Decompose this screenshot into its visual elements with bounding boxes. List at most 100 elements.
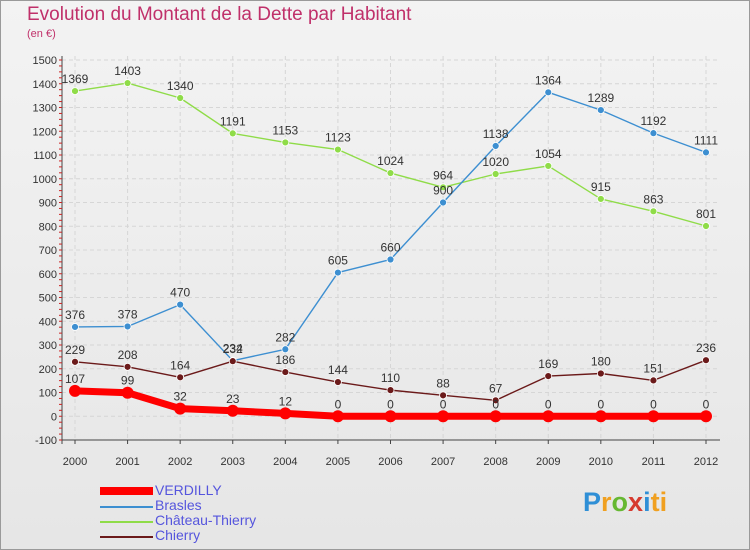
data-point-ch-teau-thierry bbox=[702, 222, 710, 230]
data-label-verdilly: 107 bbox=[65, 372, 85, 386]
data-point-verdilly bbox=[121, 386, 134, 399]
data-label-verdilly: 0 bbox=[492, 397, 499, 411]
data-label-chierry: 169 bbox=[538, 357, 558, 371]
data-label-verdilly: 0 bbox=[650, 397, 657, 411]
x-tick-label: 2007 bbox=[431, 456, 455, 468]
y-tick-label: 0 bbox=[51, 411, 57, 423]
data-point-brasles bbox=[71, 323, 79, 331]
data-label-ch-teau-thierry: 801 bbox=[696, 207, 716, 221]
data-label-ch-teau-thierry: 1020 bbox=[482, 155, 509, 169]
data-label-chierry: 186 bbox=[275, 353, 295, 367]
data-label-chierry: 110 bbox=[381, 371, 400, 385]
data-point-ch-teau-thierry bbox=[228, 129, 237, 138]
data-point-verdilly bbox=[174, 402, 187, 415]
data-label-verdilly: 12 bbox=[279, 394, 293, 408]
data-point-ch-teau-thierry bbox=[544, 162, 553, 170]
data-point-ch-teau-thierry bbox=[281, 138, 290, 147]
y-tick-label: -100 bbox=[35, 435, 57, 447]
data-point-chierry bbox=[176, 373, 185, 382]
data-point-brasles bbox=[334, 268, 342, 277]
data-point-chierry bbox=[702, 356, 710, 365]
data-label-ch-teau-thierry: 964 bbox=[433, 168, 453, 182]
data-point-ch-teau-thierry bbox=[649, 207, 658, 216]
data-point-brasles bbox=[544, 88, 553, 97]
data-point-ch-teau-thierry bbox=[596, 195, 605, 203]
x-tick-label: 2009 bbox=[536, 456, 560, 468]
data-point-verdilly bbox=[69, 384, 81, 397]
data-label-verdilly: 0 bbox=[545, 397, 552, 411]
data-point-verdilly bbox=[647, 410, 660, 423]
data-point-chierry bbox=[386, 386, 395, 395]
data-point-verdilly bbox=[594, 410, 607, 423]
chart-title: Evolution du Montant de la Dette par Hab… bbox=[27, 4, 412, 25]
data-label-verdilly: 0 bbox=[440, 397, 447, 411]
data-label-ch-teau-thierry: 863 bbox=[643, 192, 663, 206]
x-tick-label: 2012 bbox=[694, 456, 718, 468]
y-tick-label: 1100 bbox=[33, 150, 57, 162]
data-label-brasles: 470 bbox=[170, 286, 190, 300]
y-tick-label: 1500 bbox=[33, 55, 57, 67]
y-tick-label: 300 bbox=[39, 340, 57, 352]
x-tick-label: 2006 bbox=[378, 456, 402, 468]
x-tick-label: 2002 bbox=[168, 456, 192, 468]
x-tick-label: 2001 bbox=[115, 456, 139, 468]
data-label-chierry: 144 bbox=[328, 363, 348, 377]
y-tick-label: 1200 bbox=[33, 126, 57, 138]
data-label-brasles: 660 bbox=[380, 241, 400, 255]
data-point-brasles bbox=[281, 345, 290, 354]
y-tick-label: 100 bbox=[39, 388, 57, 400]
data-point-brasles bbox=[702, 148, 710, 157]
data-point-chierry bbox=[228, 357, 237, 366]
legend-item-brasles: Brasles bbox=[100, 497, 340, 514]
y-tick-label: 600 bbox=[39, 269, 57, 281]
data-point-chierry bbox=[281, 368, 290, 376]
data-label-ch-teau-thierry: 1403 bbox=[114, 64, 141, 78]
data-label-brasles: 1111 bbox=[694, 133, 718, 147]
data-point-ch-teau-thierry bbox=[176, 94, 185, 102]
data-point-brasles bbox=[596, 106, 605, 115]
y-tick-label: 1400 bbox=[33, 79, 57, 91]
data-point-verdilly bbox=[489, 410, 502, 423]
data-label-brasles: 282 bbox=[275, 330, 295, 344]
x-tick-label: 2005 bbox=[326, 456, 350, 468]
y-tick-label: 200 bbox=[39, 364, 57, 376]
logo-letter-i: i bbox=[643, 487, 651, 517]
data-label-ch-teau-thierry: 1024 bbox=[377, 154, 404, 168]
data-point-chierry bbox=[544, 372, 553, 381]
data-point-chierry bbox=[649, 376, 658, 385]
x-tick-label: 2010 bbox=[589, 456, 613, 468]
data-point-chierry bbox=[71, 357, 79, 366]
data-label-ch-teau-thierry: 1054 bbox=[535, 147, 562, 161]
y-tick-label: 400 bbox=[39, 316, 57, 328]
data-label-brasles: 378 bbox=[118, 307, 138, 321]
legend-swatch-chierry bbox=[100, 536, 153, 538]
proxiti-logo: Proxiti bbox=[583, 487, 667, 518]
y-tick-label: 1000 bbox=[33, 174, 57, 186]
data-label-verdilly: 0 bbox=[597, 397, 604, 411]
data-label-chierry: 229 bbox=[65, 343, 85, 357]
data-label-verdilly: 99 bbox=[121, 374, 135, 388]
data-point-ch-teau-thierry bbox=[491, 170, 500, 178]
logo-letter-p: P bbox=[583, 487, 602, 517]
logo-letter-o: o bbox=[611, 487, 629, 517]
data-point-chierry bbox=[596, 369, 605, 378]
legend-label-chierry: Chierry bbox=[155, 527, 201, 543]
x-tick-label: 2003 bbox=[221, 456, 245, 468]
data-label-verdilly: 23 bbox=[226, 392, 240, 406]
data-label-chierry: 180 bbox=[591, 355, 611, 369]
data-point-ch-teau-thierry bbox=[386, 169, 395, 177]
data-label-verdilly: 0 bbox=[387, 397, 394, 411]
y-tick-label: 1300 bbox=[33, 103, 57, 115]
data-label-brasles: 900 bbox=[433, 184, 453, 198]
legend-label-brasles: Brasles bbox=[155, 497, 202, 513]
data-label-ch-teau-thierry: 1153 bbox=[272, 123, 298, 137]
y-tick-label: 500 bbox=[39, 293, 57, 305]
logo-letter-x: x bbox=[628, 487, 644, 517]
data-point-chierry bbox=[334, 378, 342, 386]
data-label-verdilly: 32 bbox=[173, 390, 187, 404]
data-label-brasles: 605 bbox=[328, 254, 348, 268]
data-point-verdilly bbox=[226, 404, 239, 417]
data-label-ch-teau-thierry: 1340 bbox=[167, 79, 194, 93]
data-label-verdilly: 0 bbox=[703, 397, 710, 411]
